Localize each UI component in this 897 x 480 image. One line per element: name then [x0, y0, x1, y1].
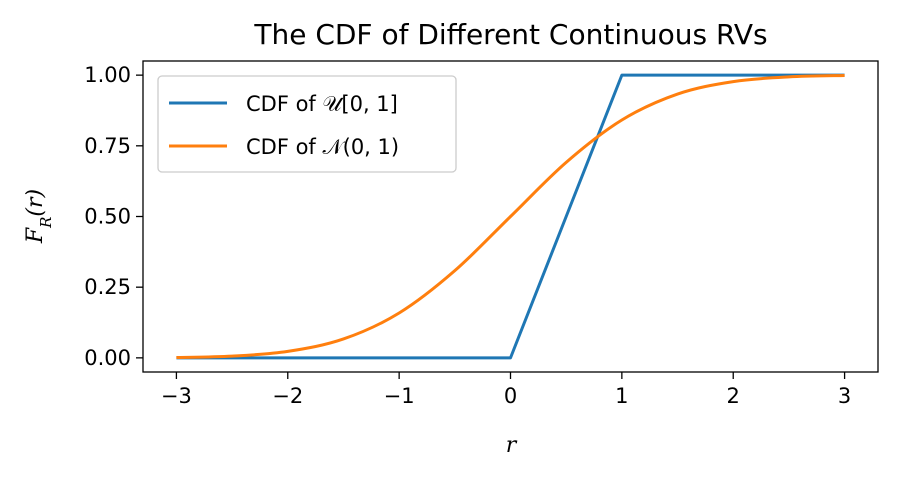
- x-tick-label: 1: [615, 384, 628, 408]
- legend-label-normal: CDF of 𝒩(0, 1): [246, 135, 399, 159]
- chart-title: The CDF of Different Continuous RVs: [253, 18, 767, 51]
- plot-area-frame: [142, 60, 879, 373]
- legend-label-uniform: CDF of 𝒰[0, 1]: [246, 92, 398, 116]
- y-axis-ticks: 0.00 0.25 0.50 0.75 1.00: [84, 63, 143, 370]
- x-tick-label: 3: [838, 384, 851, 408]
- legend: CDF of 𝒰[0, 1] CDF of 𝒩(0, 1): [157, 75, 457, 173]
- legend-box: [157, 75, 457, 173]
- y-axis-label: FR(r): [23, 189, 55, 244]
- y-tick-label: 0.75: [84, 134, 131, 158]
- y-tick-label: 1.00: [84, 63, 131, 87]
- y-tick-label: 0.00: [84, 346, 131, 370]
- y-tick-label: 0.50: [84, 205, 131, 229]
- x-tick-label: −2: [272, 384, 303, 408]
- x-tick-label: 0: [504, 384, 517, 408]
- x-tick-label: −1: [384, 384, 415, 408]
- series-line-normal-cdf: [176, 74, 845, 359]
- series-line-uniform-cdf: [176, 73, 845, 360]
- x-axis-ticks: −3 −2 −1 0 1 2 3: [161, 372, 851, 408]
- x-tick-label: −3: [161, 384, 192, 408]
- x-axis-label: r: [506, 433, 518, 458]
- y-tick-label: 0.25: [84, 275, 131, 299]
- series-layer: [176, 73, 845, 360]
- x-tick-label: 2: [727, 384, 740, 408]
